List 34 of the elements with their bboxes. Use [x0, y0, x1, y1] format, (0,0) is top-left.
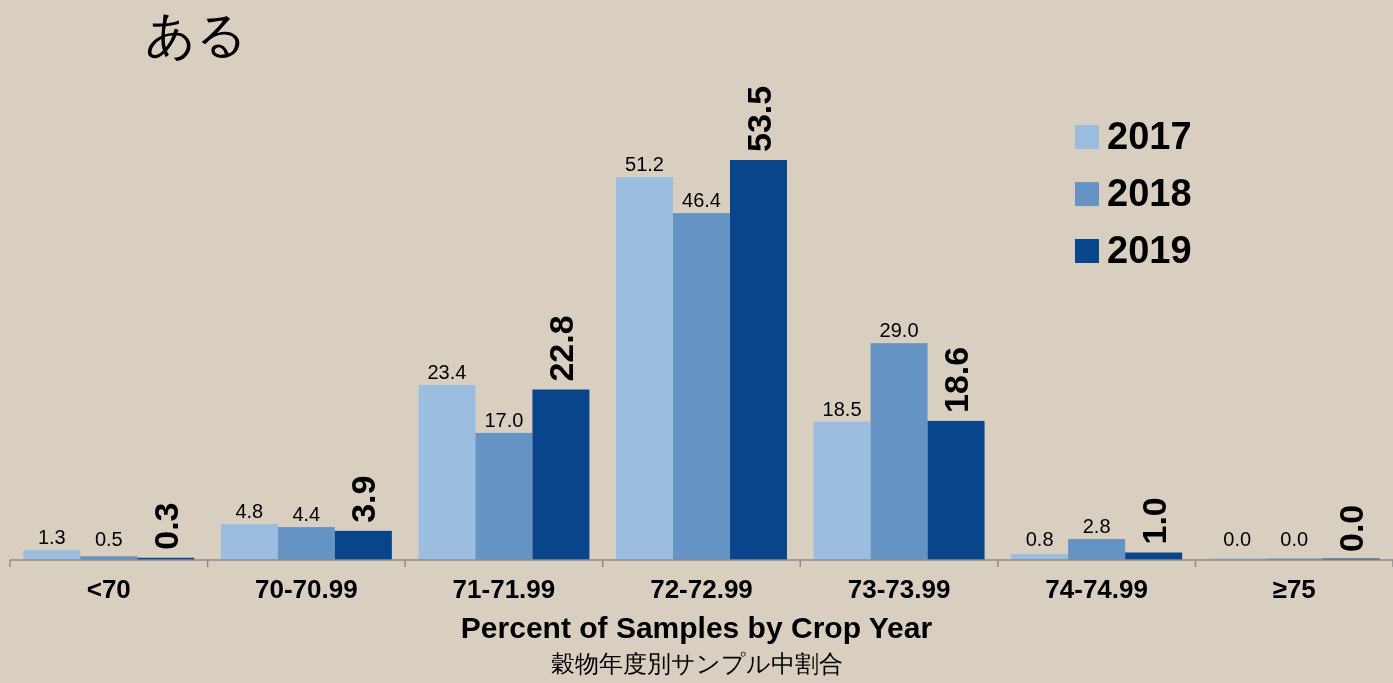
data-label: 1.0	[1134, 497, 1173, 545]
data-label: 53.5	[739, 85, 778, 152]
data-label: 3.9	[344, 475, 383, 523]
x-tick-label: <70	[86, 574, 131, 604]
chart-title: ある	[145, 7, 247, 63]
data-label: 4.8	[235, 500, 264, 523]
data-label: 23.4	[427, 361, 467, 384]
data-label: 0.8	[1025, 528, 1054, 550]
data-label: 29.0	[879, 319, 919, 342]
x-tick-label: 72-72.99	[650, 574, 753, 604]
data-label: 17.0	[484, 408, 524, 431]
x-tick-label: 70-70.99	[255, 574, 358, 604]
data-label: 18.6	[937, 346, 976, 413]
text: 穀物年度別サンプル中割合	[550, 650, 843, 677]
data-label: 0.5	[94, 528, 123, 550]
data-label: 46.4	[682, 189, 721, 212]
data-label: 0.3	[146, 502, 185, 550]
data-label: 22.8	[541, 315, 580, 382]
data-label: 51.2	[625, 153, 664, 176]
x-tick-label: ≥75	[1272, 574, 1316, 604]
data-label: 4.4	[292, 503, 321, 526]
x-tick-label: 73-73.99	[847, 574, 951, 604]
x-tick-label: 71-71.99	[452, 574, 556, 604]
x-tick-label: 74-74.99	[1045, 574, 1148, 604]
data-label: 1.3	[37, 526, 66, 549]
data-label: 0.0	[1280, 528, 1309, 550]
x-axis-title: Percent of Samples by Crop Year	[460, 611, 933, 644]
legend-label: 2019	[1107, 229, 1192, 271]
data-label: 2.8	[1082, 515, 1111, 538]
data-label: 0.0	[1223, 528, 1252, 550]
legend-label: 2017	[1107, 115, 1192, 157]
data-label: 18.5	[822, 397, 862, 420]
legend-label: 2018	[1107, 172, 1192, 214]
data-label: 0.0	[1332, 504, 1371, 552]
